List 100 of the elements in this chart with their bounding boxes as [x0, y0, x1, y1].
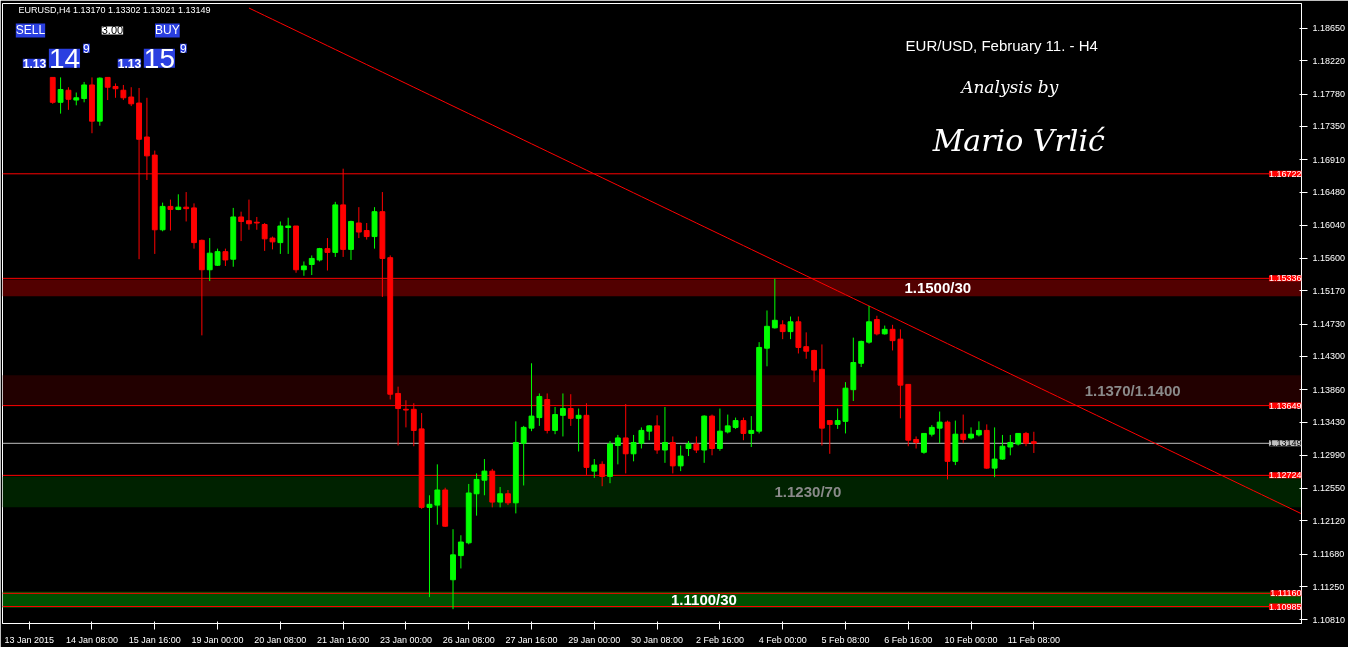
- candlestick: [866, 305, 872, 345]
- y-tick-label: 1.13860: [1312, 384, 1346, 395]
- ref-line-label: 1.10985: [1268, 601, 1302, 612]
- candlestick: [159, 202, 166, 232]
- x-tick-label: 15 Jan 16:00: [128, 634, 181, 645]
- candlestick: [552, 406, 558, 435]
- x-tick-label: 13 Jan 2015: [4, 634, 54, 645]
- candlestick: [677, 445, 684, 472]
- ref-line-label: 1.16722: [1268, 168, 1302, 179]
- candlestick: [716, 408, 723, 452]
- candlestick: [975, 420, 982, 437]
- candlestick: [355, 206, 362, 239]
- candlestick: [183, 191, 190, 222]
- y-tick-label: 1.12120: [1312, 515, 1346, 526]
- x-tick-label: 27 Jan 16:00: [505, 634, 558, 645]
- band-label: 1.1370/1.1400: [1084, 381, 1181, 399]
- candlestick: [936, 411, 943, 444]
- candlestick: [324, 237, 331, 272]
- x-tick-label: 11 Feb 08:00: [1007, 634, 1061, 645]
- x-tick-label: 19 Jan 00:00: [191, 634, 244, 645]
- y-tick-label: 1.15600: [1312, 253, 1346, 264]
- band-label: 1.1100/30: [671, 591, 737, 609]
- ref-line-label: 1.15336: [1268, 273, 1302, 284]
- ref-line-label: 1.13649: [1268, 400, 1302, 411]
- x-tick-label: 29 Jan 00:00: [568, 634, 621, 645]
- y-tick-label: 1.18650: [1312, 23, 1346, 34]
- candlestick: [308, 254, 315, 276]
- candlestick: [991, 426, 998, 478]
- x-tick-label: 2 Feb 16:00: [695, 634, 744, 645]
- y-tick-label: 1.14730: [1312, 319, 1346, 330]
- candlestick: [559, 392, 566, 437]
- x-tick-label: 10 Feb 00:00: [944, 634, 998, 645]
- y-tick-label: 1.16480: [1312, 187, 1346, 198]
- candlestick: [1030, 431, 1037, 454]
- annotation: 3.00: [101, 24, 124, 37]
- y-tick-label: 1.14300: [1312, 351, 1346, 362]
- y-tick-label: 1.12990: [1312, 450, 1346, 461]
- text: EUR/USD, February 11. - H4: [905, 36, 1098, 54]
- candlestick: [662, 406, 668, 464]
- candlestick: [771, 278, 778, 330]
- annotation: 1.13: [22, 56, 47, 71]
- text: Analysis by: [959, 77, 1059, 98]
- candlestick: [277, 220, 284, 255]
- candlestick: [913, 435, 920, 450]
- candlestick: [238, 211, 245, 242]
- x-tick-label: 30 Jan 08:00: [631, 634, 684, 645]
- candlestick: [858, 340, 865, 368]
- y-tick-label: 1.17780: [1312, 89, 1346, 100]
- annotation: 14: [48, 42, 81, 74]
- x-tick-label: 23 Jan 00:00: [379, 634, 432, 645]
- x-tick-label: 6 Feb 16:00: [884, 634, 933, 645]
- x-tick-label: 14 Jan 08:00: [65, 634, 118, 645]
- y-tick-label: 1.15170: [1312, 285, 1346, 296]
- annotation: 1.13: [117, 56, 142, 71]
- annotation: EURUSD,H4 1.13170 1.13302 1.13021 1.13149: [18, 5, 211, 16]
- annotation: 9: [83, 41, 91, 56]
- y-tick-label: 1.16910: [1312, 154, 1346, 165]
- candlestick: [246, 199, 252, 231]
- candlestick: [300, 260, 307, 277]
- candlestick: [285, 217, 292, 255]
- y-tick-label: 1.18220: [1312, 55, 1346, 66]
- y-tick-label: 1.13430: [1312, 417, 1346, 428]
- y-tick-label: 1.16040: [1312, 220, 1346, 231]
- candlestick: [81, 81, 88, 103]
- ref-line-label: 1.12724: [1268, 470, 1302, 481]
- candlestick: [968, 426, 974, 440]
- y-tick-label: 1.10810: [1312, 614, 1346, 625]
- ref-line-label: 1.11160: [1270, 588, 1302, 599]
- candlestick: [921, 432, 927, 455]
- annotation: 15: [143, 42, 175, 74]
- annotation: SELL: [15, 23, 46, 38]
- candlestick: [57, 76, 64, 115]
- candlestick: [167, 199, 174, 232]
- y-tick-label: 1.17350: [1312, 121, 1346, 132]
- candlestick: [811, 349, 818, 383]
- candlestick: [764, 309, 770, 367]
- candlestick: [591, 458, 598, 479]
- annotation: Mario Vrlić: [931, 122, 1105, 158]
- y-tick-label: 1.11250: [1312, 581, 1345, 592]
- y-tick-label: 1.12550: [1312, 483, 1346, 494]
- candlestick: [65, 86, 72, 111]
- y-tick-label: 1.11680: [1312, 549, 1345, 560]
- candlestick: [457, 534, 464, 569]
- annotation: BUY: [155, 23, 180, 38]
- x-tick-label: 20 Jan 08:00: [254, 634, 307, 645]
- x-tick-label: 5 Feb 08:00: [821, 634, 870, 645]
- ref-line-label: 1.13149: [1268, 438, 1302, 449]
- band-label: 1.1230/70: [774, 483, 842, 501]
- candlestick: [826, 420, 833, 455]
- candlestick: [575, 408, 582, 453]
- candlestick: [128, 86, 135, 107]
- x-tick-label: 21 Jan 16:00: [317, 634, 370, 645]
- candlestick: [960, 414, 967, 444]
- x-tick-label: 26 Jan 08:00: [442, 634, 495, 645]
- x-tick-label: 4 Feb 00:00: [758, 634, 807, 645]
- annotation: 9: [180, 41, 188, 56]
- candlestick: [669, 435, 676, 474]
- candlestick: [614, 434, 621, 465]
- candlestick: [779, 319, 786, 340]
- band-label: 1.1500/30: [904, 279, 972, 297]
